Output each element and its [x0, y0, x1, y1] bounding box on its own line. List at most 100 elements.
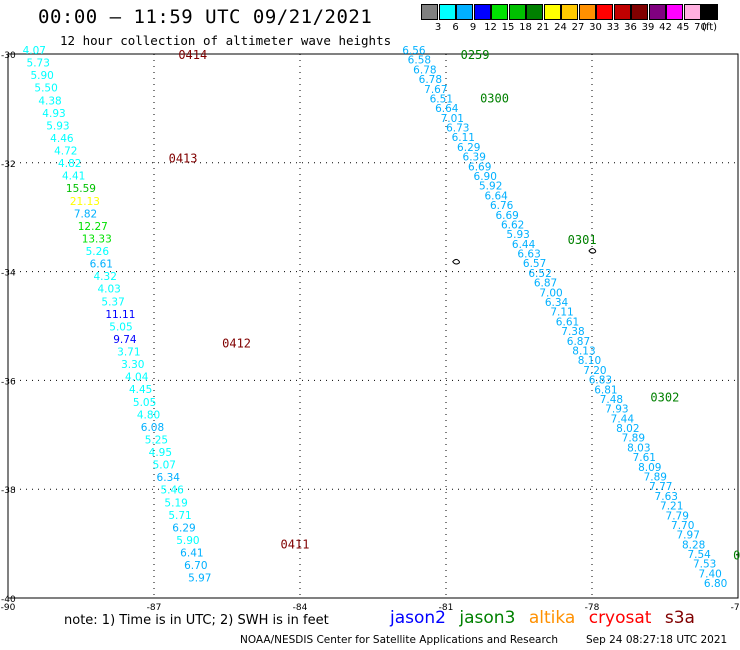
wave-height-value: 7.93 — [605, 404, 628, 416]
wave-height-value: 4.04 — [125, 372, 149, 384]
wave-height-value: 8.13 — [572, 345, 595, 357]
legend-swatch — [613, 4, 631, 20]
wave-height-value: 6.34 — [545, 297, 569, 309]
legend-label: 3 — [434, 22, 442, 33]
wave-height-value: 13.33 — [82, 233, 112, 245]
y-tick-label: -34 — [1, 269, 16, 279]
wave-height-value: 4.80 — [137, 409, 160, 421]
wave-height-value: 6.87 — [567, 336, 590, 348]
wave-height-value: 7.70 — [671, 520, 694, 532]
satellite-label: jason2 — [390, 608, 446, 628]
wave-height-value: 7.79 — [666, 510, 689, 522]
x-tick-label: -84 — [293, 603, 308, 613]
wave-height-value: 7.38 — [561, 326, 584, 338]
wave-height-value: 6.11 — [452, 132, 475, 144]
time-label: 0259 — [461, 48, 490, 62]
legend-swatch — [526, 4, 543, 20]
wave-height-value: 9.74 — [113, 334, 137, 346]
wave-height-value: 8.02 — [616, 423, 639, 435]
map-frame — [7, 53, 739, 599]
legend-swatch — [683, 4, 701, 20]
wave-height-value: 5.93 — [46, 120, 69, 132]
legend-label: 15 — [501, 22, 515, 33]
legend-swatch — [438, 4, 456, 20]
wave-height-value: 5.90 — [30, 70, 53, 82]
wave-height-value: 7.01 — [441, 113, 464, 125]
x-tick-label: -75 — [731, 603, 740, 613]
wave-height-value: 7.77 — [649, 481, 672, 493]
wave-height-value: 7.63 — [655, 491, 678, 503]
y-tick-label: -38 — [1, 486, 16, 496]
footnote: note: 1) Time is in UTC; 2) SWH is in fe… — [64, 613, 329, 628]
map-title: 00:00 – 11:59 UTC 09/21/2021 — [38, 6, 373, 28]
time-label: 0302 — [650, 391, 679, 405]
wave-height-value: 7.54 — [687, 549, 711, 561]
wave-height-value: 7.11 — [550, 307, 573, 319]
wave-height-value: 4.38 — [38, 95, 61, 107]
satellite-label: jason3 — [459, 608, 516, 628]
wave-height-value: 6.29 — [457, 142, 480, 154]
wave-height-value: 6.41 — [180, 548, 203, 560]
wave-height-value: 4.07 — [23, 45, 46, 57]
wave-height-value: 12.27 — [78, 221, 108, 233]
wave-height-value: 7.67 — [424, 84, 447, 96]
wave-height-value: 6.29 — [172, 522, 195, 534]
wave-height-value: 5.90 — [176, 535, 199, 547]
legend-label: 12 — [484, 22, 497, 33]
satellite-label: s3a — [664, 608, 695, 628]
wave-height-value: 15.59 — [66, 183, 96, 195]
wave-height-value: 7.40 — [698, 568, 721, 580]
wave-height-value: 6.51 — [430, 93, 453, 105]
wave-height-value: 6.81 — [594, 384, 617, 396]
wave-height-value: 7.44 — [611, 413, 635, 425]
wave-height-value: 5.26 — [86, 246, 110, 258]
legend-label: 18 — [519, 22, 532, 33]
wave-height-value: 7.89 — [622, 433, 645, 445]
wave-height-value: 6.08 — [141, 422, 164, 434]
wave-height-value: 6.83 — [589, 375, 612, 387]
wave-height-value: 7.61 — [633, 452, 656, 464]
legend-label: 30 — [589, 22, 602, 33]
satellite-label: altika — [528, 608, 576, 628]
wave-height-value: 21.13 — [70, 196, 100, 208]
wave-height-value: 3.71 — [117, 347, 140, 359]
wave-height-value: 4.95 — [149, 447, 172, 459]
time-label: 0414 — [178, 48, 207, 62]
time-label: 0413 — [169, 151, 198, 165]
wave-height-value: 6.61 — [90, 259, 113, 271]
wave-height-value: 7.48 — [600, 394, 623, 406]
x-tick-label: -81 — [439, 603, 454, 613]
legend-swatch — [491, 4, 508, 20]
legend-swatch — [421, 4, 438, 20]
credit-line: NOAA/NESDIS Center for Satellite Applica… — [240, 634, 727, 646]
wave-height-value: 8.03 — [627, 442, 650, 454]
wave-height-value: 8.28 — [682, 539, 705, 551]
wave-height-value: 5.71 — [168, 510, 191, 522]
x-tick-label: -90 — [1, 603, 16, 613]
wave-height-value: 6.34 — [157, 472, 181, 484]
x-tick-label: -78 — [585, 603, 600, 613]
wave-height-value: 6.69 — [468, 161, 491, 173]
wave-height-value: 6.52 — [528, 268, 551, 280]
wave-height-value: 4.32 — [94, 271, 117, 283]
wave-height-value: 5.93 — [506, 229, 529, 241]
wave-height-value: 5.07 — [153, 460, 176, 472]
wave-height-value: 5.19 — [164, 497, 187, 509]
wave-height-value: 4.03 — [97, 284, 120, 296]
legend-label: 39 — [641, 22, 655, 33]
wave-height-value: 6.56 — [402, 45, 426, 57]
legend-label: 6 — [452, 22, 459, 33]
time-label: 0300 — [480, 92, 509, 106]
y-tick-label: -40 — [1, 595, 16, 605]
wave-height-value: 5.46 — [160, 485, 184, 497]
wave-height-value: 6.80 — [704, 578, 727, 590]
wave-height-value: 5.97 — [188, 573, 211, 585]
y-tick-label: -36 — [1, 377, 16, 387]
legend-swatch — [648, 4, 666, 20]
wave-height-value: 7.00 — [539, 287, 562, 299]
legend-label: 9 — [469, 22, 477, 33]
wave-height-value: 5.50 — [34, 83, 57, 95]
wave-height-value: 4.93 — [42, 108, 65, 120]
wave-height-value: 6.57 — [523, 258, 546, 270]
